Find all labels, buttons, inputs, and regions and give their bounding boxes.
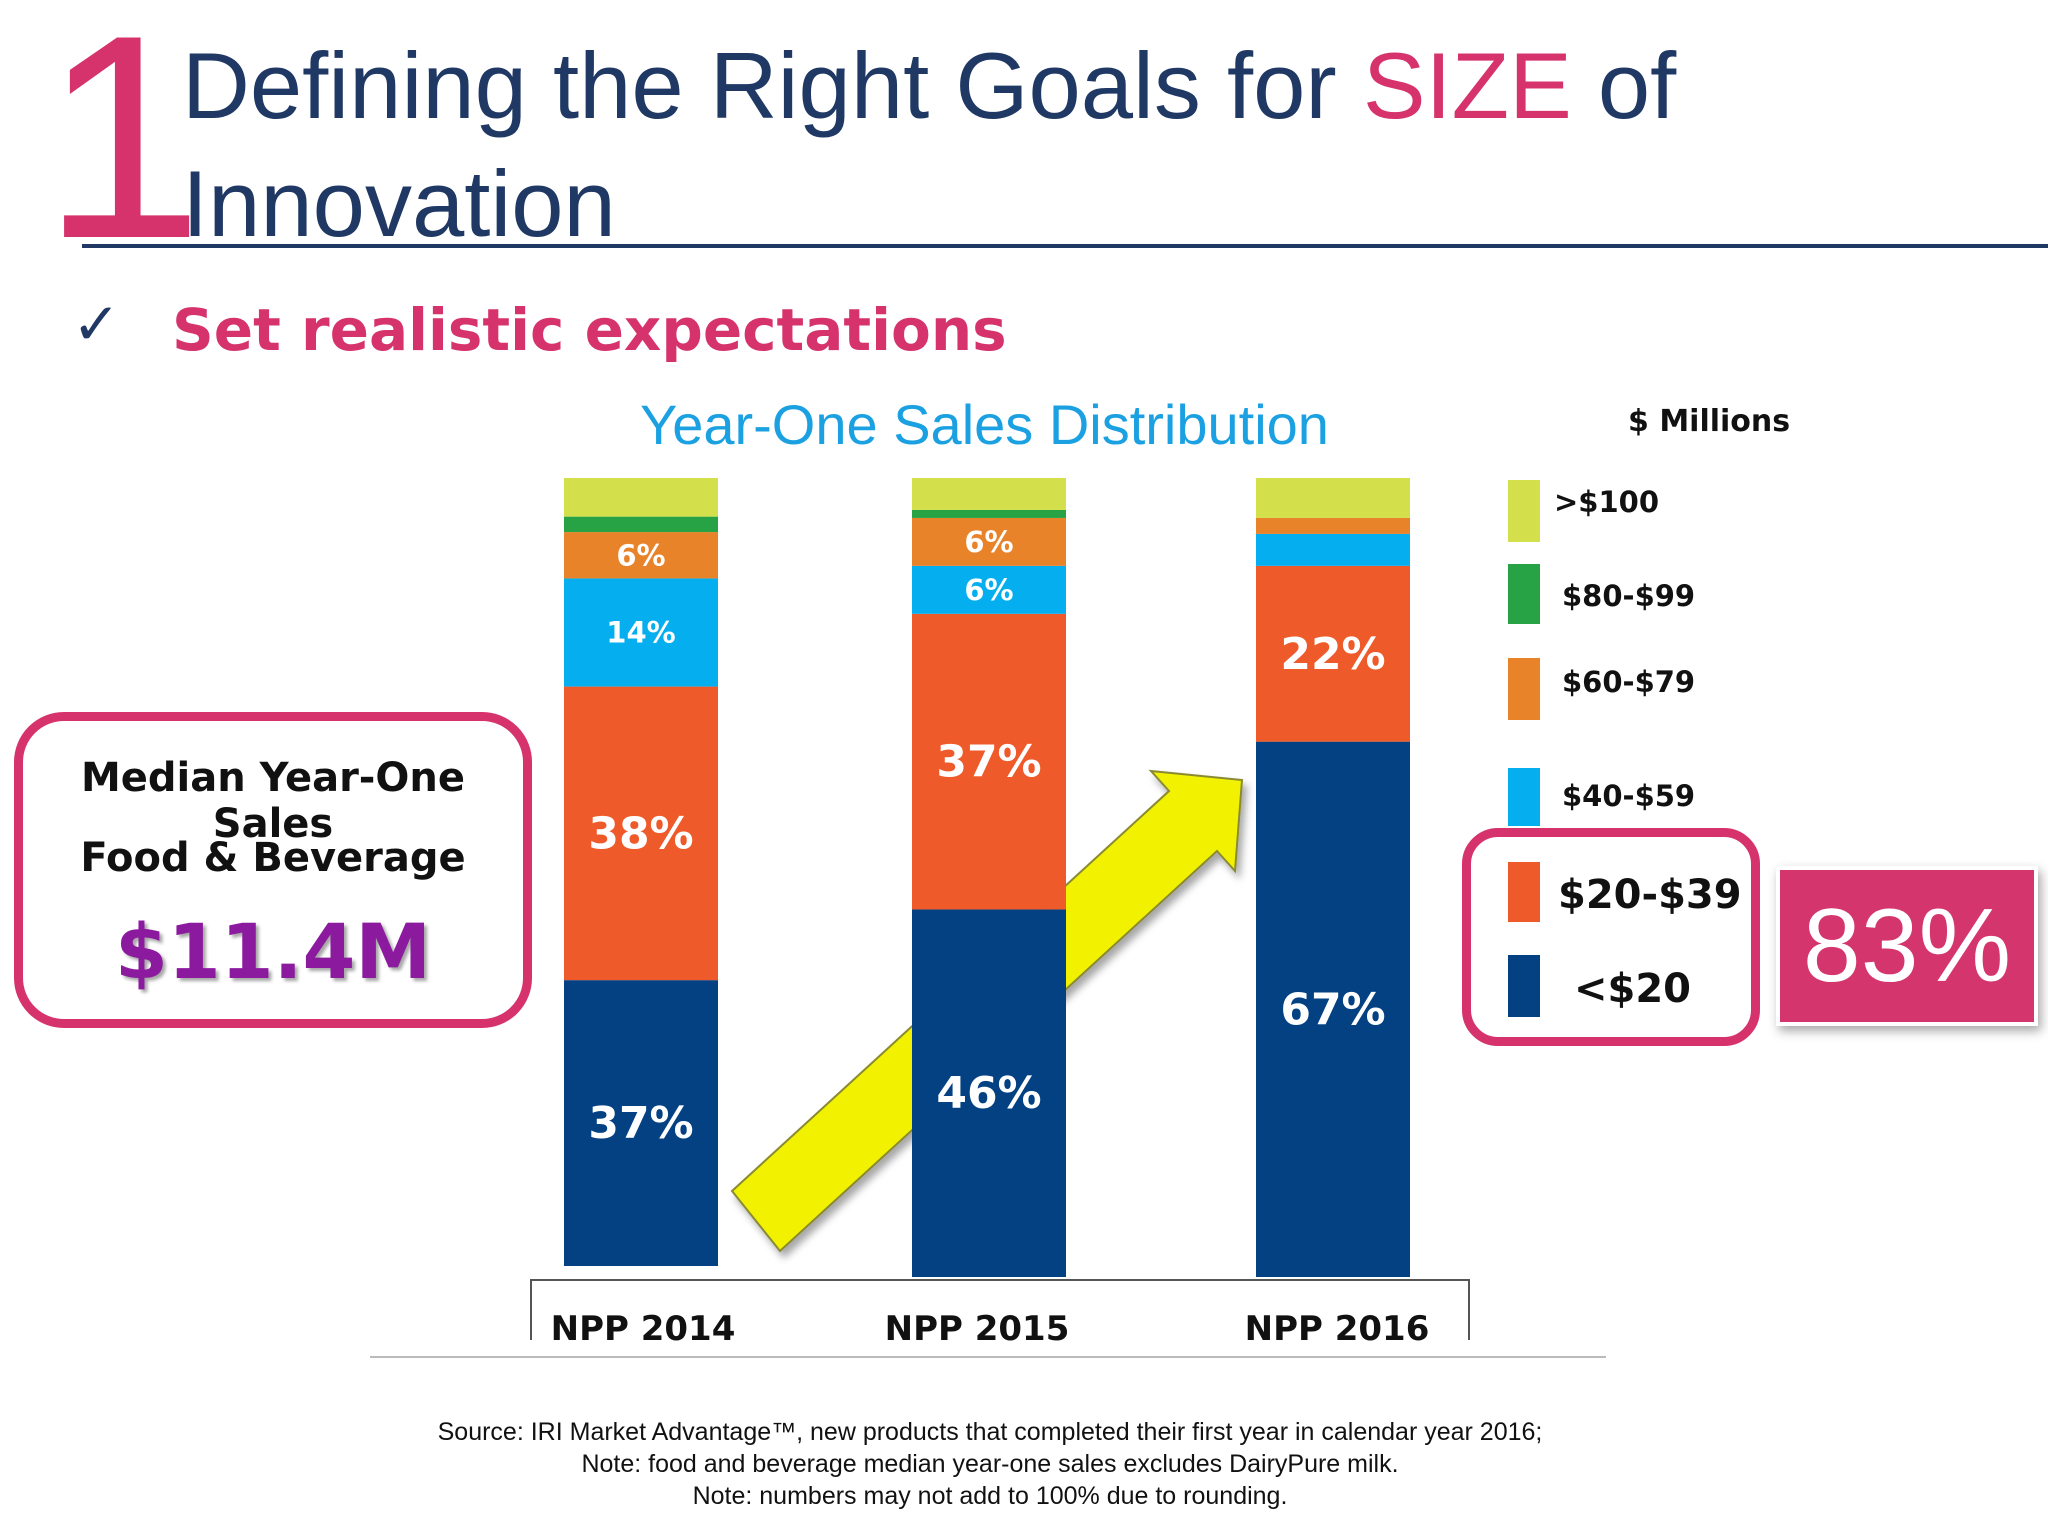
title-after: of [1571,33,1677,138]
median-label-line2: Food & Beverage [80,835,466,881]
x-axis-frame [530,1279,1470,1340]
legend-swatch [1508,564,1540,624]
check-icon: ✓ [72,290,121,358]
legend-highlight-box [1462,828,1760,1046]
bar-segment [912,565,1066,614]
bar-segment [564,516,718,533]
highlight-percent-badge: 83% [1780,870,2034,1022]
bar-segment [1256,533,1410,566]
legend-label: $60-$79 [1562,665,1695,699]
bar-segment [564,478,718,517]
bar-segment [912,909,1066,1277]
median-sales-box: Median Year-One Sales Food & Beverage $1… [14,712,532,1028]
bar-segment [564,980,718,1266]
bar-data-label: 37% [936,737,1041,788]
note-rounding: Note: numbers may not add to 100% due to… [692,1482,1288,1510]
bar-segment [912,478,1066,510]
bar-data-label: 37% [588,1098,693,1149]
page-title-line2: Innovation [182,151,616,256]
legend-label: $40-$59 [1562,779,1695,813]
subtitle: Set realistic expectations [172,296,1007,364]
bar-data-label: 14% [606,616,675,650]
slide-number: 1 [42,0,204,299]
legend-label: <$20 [1574,966,1691,1012]
note-median: Note: food and beverage median year-one … [581,1450,1399,1478]
x-tick-label: NPP 2016 [1245,1309,1430,1349]
legend-swatch [1508,658,1540,720]
bar-segment [912,517,1066,566]
bar-segment [564,578,718,687]
legend-label: >$100 [1554,485,1659,519]
bar-segment [564,686,718,981]
bar-segment [1256,565,1410,742]
bar-data-label: 6% [964,573,1013,607]
bar-data-label: 22% [1280,629,1385,680]
median-label-line1: Median Year-One Sales [80,755,466,847]
bar-data-label: 6% [616,538,665,572]
legend-unit: $ Millions [1628,404,1791,439]
bar-segment [912,509,1066,518]
title-underline [82,244,2048,248]
bar-segment [1256,478,1410,518]
median-value: $11.4M [114,907,432,996]
title-before: Defining the Right Goals for [182,33,1363,138]
legend-swatch [1508,768,1540,826]
bar-segment [912,613,1066,910]
title-accent: SIZE [1362,33,1572,138]
bar-data-label: 46% [936,1068,1041,1119]
legend-swatch [1508,955,1540,1017]
legend-label: $20-$39 [1558,872,1742,918]
legend-label: $80-$99 [1562,579,1695,613]
source-note: Source: IRI Market Advantage™, new produ… [437,1418,1543,1446]
bar-segment [1256,517,1410,534]
bar-data-label: 67% [1280,984,1385,1035]
bar-data-label: 38% [588,808,693,859]
legend-swatch [1508,480,1540,542]
chart-title: Year-One Sales Distribution [640,393,1329,456]
bar-segment [564,532,718,579]
legend-swatch [1508,862,1540,922]
bar-segment [1256,741,1410,1277]
page-title: Defining the Right Goals for SIZE of [182,34,1676,137]
x-tick-label: NPP 2015 [885,1309,1070,1349]
bar-data-label: 6% [964,525,1013,559]
x-tick-label: NPP 2014 [551,1309,736,1349]
